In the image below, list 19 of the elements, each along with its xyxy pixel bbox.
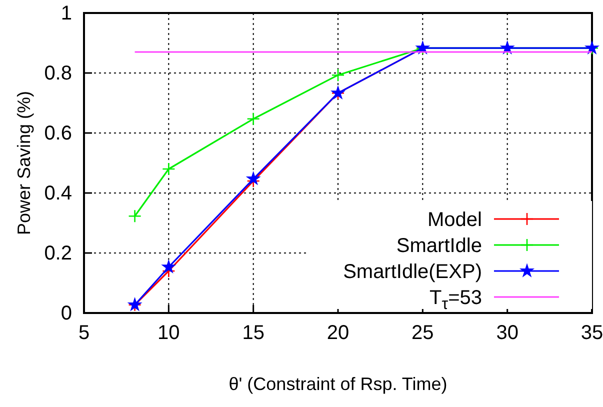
x-axis-title: θ' (Constraint of Rsp. Time) xyxy=(228,374,448,394)
y-tick-label: 0.8 xyxy=(44,62,72,84)
y-tick-label: 0.4 xyxy=(44,182,72,204)
y-axis-title: Power Saving (%) xyxy=(14,90,34,236)
legend-label: SmartIdle(EXP) xyxy=(343,261,482,283)
y-tick-label: 0.2 xyxy=(44,242,72,264)
y-tick-label: 0.6 xyxy=(44,122,72,144)
y-tick-label: 0 xyxy=(60,302,72,324)
legend-label: SmartIdle xyxy=(396,235,482,257)
x-tick-label: 10 xyxy=(158,322,180,344)
x-tick-label: 30 xyxy=(496,322,518,344)
x-tick-label: 25 xyxy=(412,322,434,344)
y-tick-label: 1 xyxy=(60,2,72,24)
x-tick-label: 15 xyxy=(242,322,264,344)
legend-label: Model xyxy=(428,209,482,231)
x-tick-label: 5 xyxy=(78,322,90,344)
x-tick-label: 35 xyxy=(580,322,603,344)
x-tick-label: 20 xyxy=(326,322,350,344)
legend-label: T$_{τ}$=53 xyxy=(430,287,482,313)
